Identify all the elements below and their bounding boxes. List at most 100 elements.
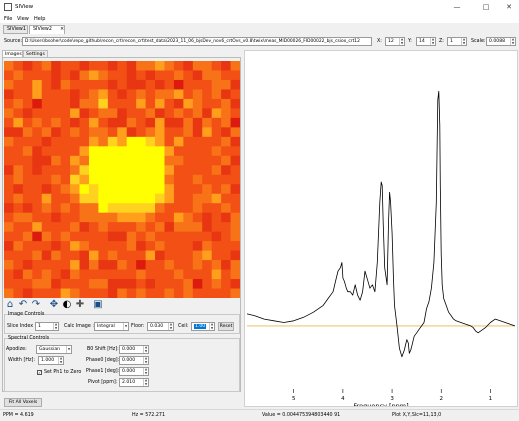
- maximize-icon[interactable]: □: [482, 3, 490, 11]
- heatmap-voxel[interactable]: [136, 98, 146, 109]
- heatmap-voxel[interactable]: [107, 260, 118, 270]
- heatmap-voxel[interactable]: [32, 222, 43, 233]
- heatmap-voxel[interactable]: [117, 174, 128, 185]
- heatmap-voxel[interactable]: [107, 288, 118, 298]
- heatmap-voxel[interactable]: [88, 193, 99, 204]
- heatmap-voxel[interactable]: [145, 155, 156, 166]
- heatmap-voxel[interactable]: [126, 108, 137, 119]
- heatmap-voxel[interactable]: [41, 136, 52, 147]
- heatmap-voxel[interactable]: [70, 146, 80, 157]
- heatmap-voxel[interactable]: [230, 203, 240, 214]
- heatmap-voxel[interactable]: [126, 146, 137, 157]
- heatmap-voxel[interactable]: [221, 203, 231, 214]
- heatmap-voxel[interactable]: [79, 108, 90, 119]
- heatmap-voxel[interactable]: [202, 174, 213, 185]
- menu-help[interactable]: Help: [34, 16, 46, 22]
- heatmap-voxel[interactable]: [164, 70, 175, 81]
- heatmap-voxel[interactable]: [202, 193, 213, 204]
- heatmap-voxel[interactable]: [230, 260, 240, 270]
- heatmap-voxel[interactable]: [98, 260, 109, 270]
- heatmap-voxel[interactable]: [155, 165, 165, 176]
- heatmap-voxel[interactable]: [202, 108, 213, 119]
- heatmap-voxel[interactable]: [230, 250, 240, 261]
- heatmap-voxel[interactable]: [136, 203, 146, 214]
- heatmap-voxel[interactable]: [13, 89, 24, 100]
- heatmap-voxel[interactable]: [183, 269, 194, 280]
- chevron-down-icon[interactable]: ▼: [123, 323, 128, 330]
- heatmap-voxel[interactable]: [51, 70, 62, 81]
- heatmap-voxel[interactable]: [88, 250, 99, 261]
- spin-arrows-icon[interactable]: ▲ ▼: [143, 367, 148, 375]
- heatmap-voxel[interactable]: [164, 184, 175, 195]
- heatmap-voxel[interactable]: [221, 89, 231, 100]
- heatmap-voxel[interactable]: [164, 212, 175, 223]
- heatmap-voxel[interactable]: [211, 165, 222, 176]
- heatmap-voxel[interactable]: [202, 231, 213, 242]
- heatmap-voxel[interactable]: [32, 174, 43, 185]
- heatmap-voxel[interactable]: [107, 155, 118, 166]
- heatmap-voxel[interactable]: [155, 136, 165, 147]
- heatmap-voxel[interactable]: [60, 203, 71, 214]
- heatmap-voxel[interactable]: [145, 260, 156, 270]
- heatmap-voxel[interactable]: [13, 231, 24, 242]
- pan-icon[interactable]: ✥: [49, 299, 59, 310]
- heatmap-voxel[interactable]: [183, 155, 194, 166]
- heatmap-voxel[interactable]: [88, 108, 99, 119]
- heatmap-voxel[interactable]: [145, 165, 156, 176]
- heatmap-voxel[interactable]: [183, 231, 194, 242]
- heatmap-voxel[interactable]: [32, 127, 43, 138]
- heatmap-voxel[interactable]: [183, 250, 194, 261]
- heatmap-voxel[interactable]: [60, 79, 71, 90]
- heatmap-voxel[interactable]: [4, 174, 14, 185]
- heatmap-voxel[interactable]: [126, 222, 137, 233]
- heatmap-voxel[interactable]: [192, 155, 203, 166]
- set-ph1-zero-checkbox[interactable]: ✓: [37, 370, 42, 375]
- heatmap-voxel[interactable]: [202, 212, 213, 223]
- heatmap-voxel[interactable]: [13, 250, 24, 261]
- heatmap-voxel[interactable]: [164, 269, 175, 280]
- heatmap-voxel[interactable]: [211, 79, 222, 90]
- heatmap-voxel[interactable]: [221, 136, 231, 147]
- heatmap-voxel[interactable]: [32, 193, 43, 204]
- heatmap-voxel[interactable]: [13, 279, 24, 289]
- heatmap-voxel[interactable]: [117, 146, 128, 157]
- heatmap-voxel[interactable]: [4, 288, 14, 298]
- heatmap-voxel[interactable]: [230, 269, 240, 280]
- heatmap-voxel[interactable]: [79, 269, 90, 280]
- heatmap-voxel[interactable]: [221, 98, 231, 109]
- heatmap-voxel[interactable]: [126, 203, 137, 214]
- heatmap-voxel[interactable]: [221, 241, 231, 251]
- heatmap-voxel[interactable]: [41, 288, 52, 298]
- heatmap-voxel[interactable]: [230, 279, 240, 289]
- phase1-spinbox[interactable]: 0.000 ▲ ▼: [119, 367, 149, 376]
- heatmap-voxel[interactable]: [79, 193, 90, 204]
- heatmap-voxel[interactable]: [136, 79, 146, 90]
- heatmap-voxel[interactable]: [136, 222, 146, 233]
- heatmap-voxel[interactable]: [230, 193, 240, 204]
- heatmap-voxel[interactable]: [164, 108, 175, 119]
- heatmap-voxel[interactable]: [98, 108, 109, 119]
- heatmap-voxel[interactable]: [221, 108, 231, 119]
- heatmap-voxel[interactable]: [145, 222, 156, 233]
- heatmap-voxel[interactable]: [4, 155, 14, 166]
- heatmap-voxel[interactable]: [126, 174, 137, 185]
- heatmap-voxel[interactable]: [88, 241, 99, 251]
- heatmap-voxel[interactable]: [192, 193, 203, 204]
- csi-heatmap[interactable]: [4, 61, 240, 298]
- heatmap-voxel[interactable]: [107, 61, 118, 71]
- phase0-spinbox[interactable]: 0.000 ▲ ▼: [119, 356, 149, 365]
- heatmap-voxel[interactable]: [41, 231, 52, 242]
- heatmap-voxel[interactable]: [22, 79, 33, 90]
- spin-arrows-icon[interactable]: ▲ ▼: [461, 37, 466, 45]
- heatmap-voxel[interactable]: [60, 98, 71, 109]
- heatmap-voxel[interactable]: [164, 155, 175, 166]
- heatmap-voxel[interactable]: [202, 241, 213, 251]
- heatmap-voxel[interactable]: [98, 269, 109, 280]
- heatmap-voxel[interactable]: [117, 184, 128, 195]
- heatmap-voxel[interactable]: [155, 70, 165, 81]
- heatmap-voxel[interactable]: [107, 117, 118, 128]
- heatmap-voxel[interactable]: [192, 117, 203, 128]
- heatmap-voxel[interactable]: [41, 250, 52, 261]
- heatmap-voxel[interactable]: [4, 79, 14, 90]
- heatmap-voxel[interactable]: [173, 260, 184, 270]
